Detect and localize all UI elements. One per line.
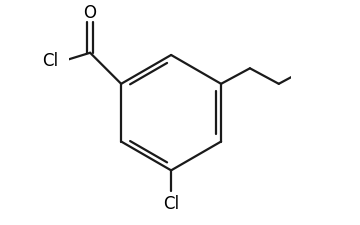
Text: Cl: Cl [42, 52, 59, 70]
Text: Cl: Cl [163, 195, 179, 213]
Text: O: O [84, 4, 96, 22]
